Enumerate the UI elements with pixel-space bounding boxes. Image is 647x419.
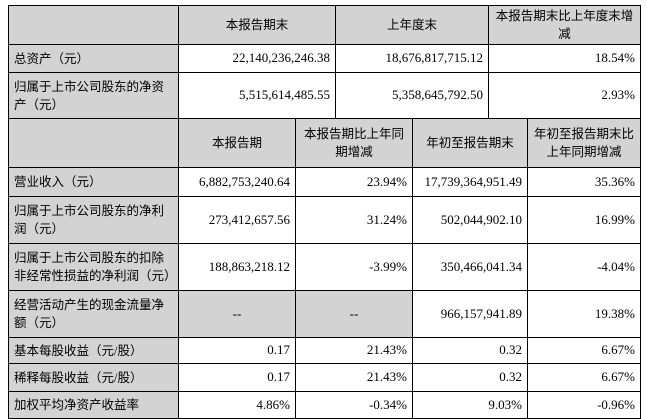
- value-cell: 19.38%: [527, 290, 641, 339]
- value-cell: 18.54%: [488, 44, 641, 74]
- row-label: 经营活动产生的现金流量净额（元）: [8, 290, 179, 339]
- value-cell: 0.32: [412, 363, 528, 393]
- row-label: 归属于上市公司股东的净资产（元）: [8, 72, 179, 120]
- row-label: 基本每股收益（元/股）: [8, 337, 179, 365]
- row-label: 归属于上市公司股东的扣除非经常性损益的净利润（元）: [8, 243, 179, 292]
- corner-cell: [8, 118, 179, 169]
- value-cell: 966,157,941.89: [412, 290, 528, 339]
- period-results-header-row: 本报告期 本报告期比上年同期增减 年初至报告期末 年初至报告期末比上年同期增减: [8, 118, 641, 169]
- header-current-period-end: 本报告期末: [178, 4, 336, 46]
- period-end-table: 本报告期末 上年度末 本报告期末比上年度末增减 总资产（元） 22,140,23…: [8, 4, 641, 120]
- value-cell: 4.86%: [178, 391, 296, 419]
- value-cell: 5,358,645,792.50: [335, 72, 489, 120]
- value-cell: -0.96%: [527, 391, 641, 419]
- value-cell: 22,140,236,246.38: [178, 44, 336, 74]
- table-row-diluted-eps: 稀释每股收益（元/股） 0.17 21.43% 0.32 6.67%: [8, 363, 641, 393]
- row-label: 加权平均净资产收益率: [8, 391, 179, 419]
- table-row-net-assets: 归属于上市公司股东的净资产（元） 5,515,614,485.55 5,358,…: [8, 72, 641, 120]
- header-current-period: 本报告期: [178, 118, 296, 169]
- value-cell: 0.17: [178, 363, 296, 393]
- value-cell: 35.36%: [527, 167, 641, 198]
- table-row-net-profit-excl-nonrecurring: 归属于上市公司股东的扣除非经常性损益的净利润（元） 188,863,218.12…: [8, 243, 641, 292]
- row-label: 稀释每股收益（元/股）: [8, 363, 179, 393]
- value-cell: 2.93%: [488, 72, 641, 120]
- value-cell-na: --: [295, 290, 413, 339]
- value-cell: 21.43%: [295, 337, 413, 365]
- value-cell: 6.67%: [527, 363, 641, 393]
- period-results-table: 本报告期 本报告期比上年同期增减 年初至报告期末 年初至报告期末比上年同期增减 …: [8, 118, 641, 419]
- header-period-yoy-change: 本报告期比上年同期增减: [295, 118, 413, 169]
- table-row-operating-revenue: 营业收入（元） 6,882,753,240.64 23.94% 17,739,3…: [8, 167, 641, 198]
- value-cell: 21.43%: [295, 363, 413, 393]
- row-label: 总资产（元）: [8, 44, 179, 74]
- header-prior-year-end: 上年度末: [335, 4, 489, 46]
- value-cell: 6.67%: [527, 337, 641, 365]
- header-year-to-date: 年初至报告期末: [412, 118, 528, 169]
- value-cell: 502,044,902.10: [412, 196, 528, 245]
- row-label: 归属于上市公司股东的净利润（元）: [8, 196, 179, 245]
- value-cell: 5,515,614,485.55: [178, 72, 336, 120]
- value-cell: 273,412,657.56: [178, 196, 296, 245]
- value-cell: 6,882,753,240.64: [178, 167, 296, 198]
- value-cell: 0.17: [178, 337, 296, 365]
- table-row-basic-eps: 基本每股收益（元/股） 0.17 21.43% 0.32 6.67%: [8, 337, 641, 365]
- value-cell: 0.32: [412, 337, 528, 365]
- corner-cell: [8, 4, 179, 46]
- value-cell: -3.99%: [295, 243, 413, 292]
- table-row-operating-cash-flow: 经营活动产生的现金流量净额（元） -- -- 966,157,941.89 19…: [8, 290, 641, 339]
- financial-summary-page: 本报告期末 上年度末 本报告期末比上年度末增减 总资产（元） 22,140,23…: [8, 4, 641, 419]
- row-label: 营业收入（元）: [8, 167, 179, 198]
- value-cell: -4.04%: [527, 243, 641, 292]
- value-cell-na: --: [178, 290, 296, 339]
- table-row-net-profit: 归属于上市公司股东的净利润（元） 273,412,657.56 31.24% 5…: [8, 196, 641, 245]
- value-cell: 23.94%: [295, 167, 413, 198]
- value-cell: 31.24%: [295, 196, 413, 245]
- value-cell: 9.03%: [412, 391, 528, 419]
- value-cell: 18,676,817,715.12: [335, 44, 489, 74]
- value-cell: 188,863,218.12: [178, 243, 296, 292]
- value-cell: -0.34%: [295, 391, 413, 419]
- table-row-total-assets: 总资产（元） 22,140,236,246.38 18,676,817,715.…: [8, 44, 641, 74]
- header-ytd-yoy-change: 年初至报告期末比上年同期增减: [527, 118, 641, 169]
- value-cell: 16.99%: [527, 196, 641, 245]
- value-cell: 350,466,041.34: [412, 243, 528, 292]
- table-row-weighted-avg-roe: 加权平均净资产收益率 4.86% -0.34% 9.03% -0.96%: [8, 391, 641, 419]
- header-period-end-change: 本报告期末比上年度末增减: [488, 4, 641, 46]
- period-end-header-row: 本报告期末 上年度末 本报告期末比上年度末增减: [8, 4, 641, 46]
- value-cell: 17,739,364,951.49: [412, 167, 528, 198]
